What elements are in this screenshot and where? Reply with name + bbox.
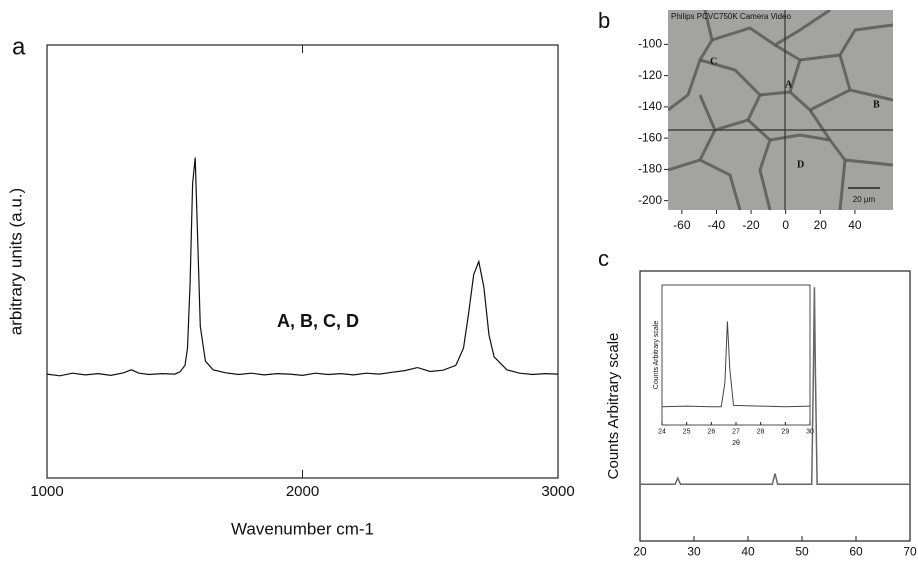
annotation: A, B, C, D (277, 311, 359, 331)
y-tick-label: -120 (638, 68, 662, 82)
y-tick-label: -200 (638, 193, 662, 207)
x-tick-label: -60 (673, 218, 691, 232)
x-tick-label: 30 (806, 428, 814, 435)
grain-label: B (873, 99, 880, 110)
x-tick-label: 29 (781, 428, 789, 435)
y-tick-label: -100 (638, 37, 662, 51)
grain-label: C (710, 56, 717, 67)
x-axis-label: 2θ° (764, 560, 787, 562)
x-tick-label: 70 (903, 545, 917, 559)
x-tick-label: 60 (849, 545, 863, 559)
x-tick-label: 28 (757, 428, 765, 435)
x-tick-label: 27 (732, 428, 740, 435)
x-tick-label: 25 (683, 428, 691, 435)
x-tick-label: -40 (708, 218, 726, 232)
spectrum-line (640, 287, 910, 486)
spectrum-line (661, 321, 811, 408)
y-axis-label: Counts Arbitrary scale (605, 333, 622, 480)
x-tick-label: 2000 (286, 483, 319, 500)
panel-label: b (598, 8, 610, 33)
x-tick-label: 1000 (30, 483, 63, 500)
camera-caption: Philips PCVC750K Camera Video (671, 12, 791, 21)
x-tick-label: 40 (741, 545, 755, 559)
x-tick-label: -20 (742, 218, 760, 232)
plot-frame (639, 270, 911, 542)
x-axis-label: Wavenumber cm-1 (231, 519, 374, 538)
spectrum-line (46, 157, 559, 377)
grain-label: D (797, 159, 804, 170)
x-tick-label: 26 (707, 428, 715, 435)
panel-label: a (12, 33, 26, 60)
y-axis-label: arbitrary units (a.u.) (6, 188, 25, 335)
x-tick-label: 24 (658, 428, 666, 435)
micrograph: Philips PCVC750K Camera Video 20 µm C B A D (668, 10, 893, 210)
x-tick-label: 3000 (541, 483, 574, 500)
x-tick-label: 0 (782, 218, 789, 232)
x-tick-label: 40 (848, 218, 862, 232)
plot-frame (661, 284, 811, 426)
scale-bar-label: 20 µm (853, 195, 876, 204)
x-tick-label: 20 (814, 218, 828, 232)
grain-label: A (785, 79, 793, 90)
panel-label: c (598, 246, 609, 271)
x-tick-label: 50 (795, 545, 809, 559)
plot-frame (46, 44, 559, 479)
x-tick-label: 20 (633, 545, 647, 559)
y-tick-label: -180 (638, 162, 662, 176)
y-tick-label: -140 (638, 99, 662, 113)
y-axis-label: Counts Arbitrary scale (653, 321, 660, 390)
y-tick-label: -160 (638, 130, 662, 144)
x-axis-label: 2θ (732, 440, 740, 447)
x-tick-label: 30 (687, 545, 701, 559)
